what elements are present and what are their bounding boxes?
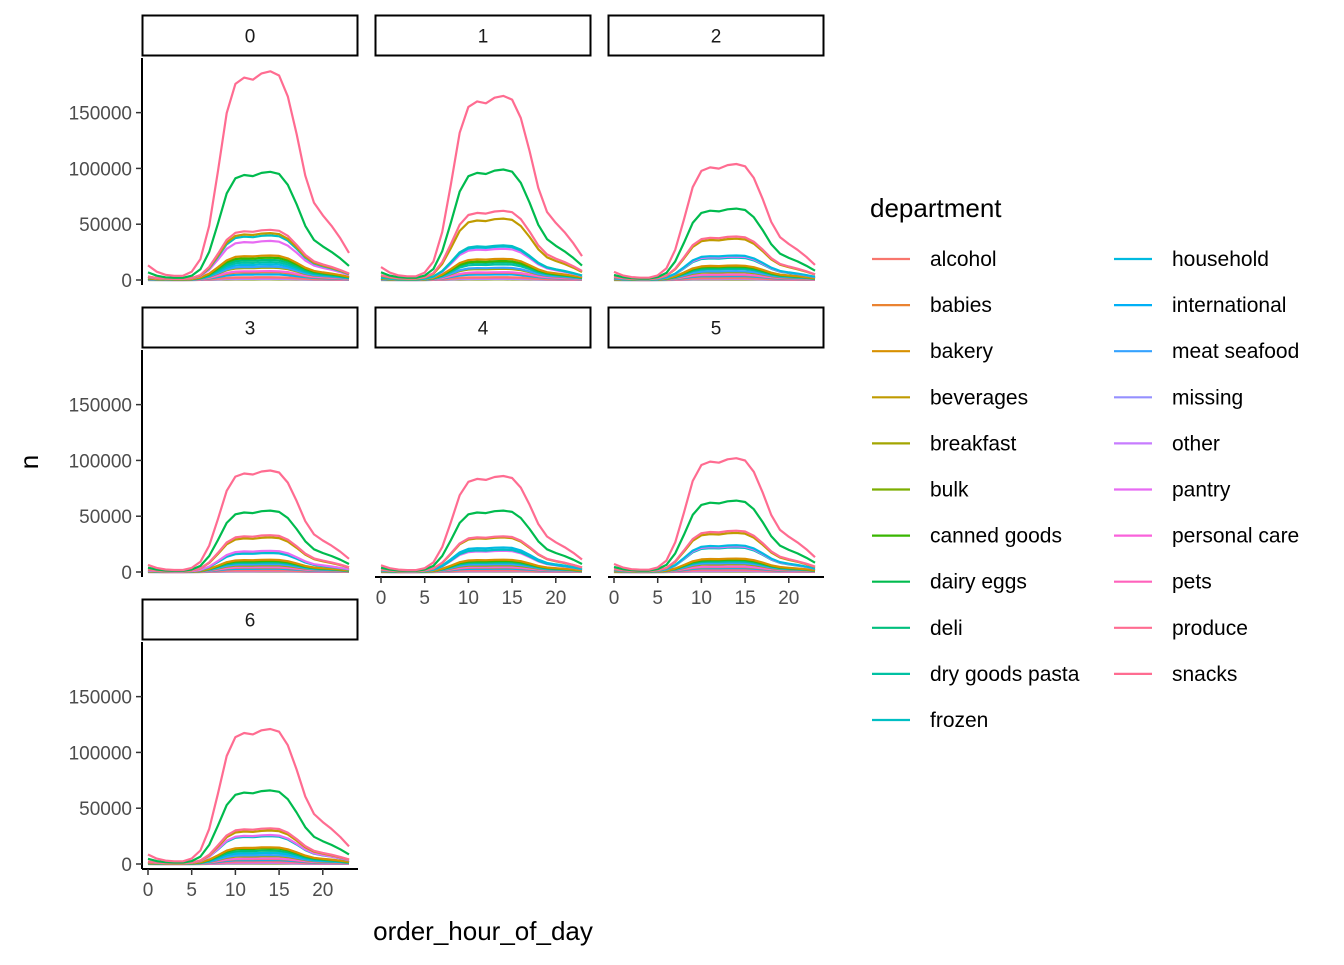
y-tick-label: 150000 — [69, 104, 132, 125]
x-tick-label: 20 — [778, 588, 799, 609]
legend-label: meat seafood — [1172, 340, 1299, 363]
x-tick-label: 20 — [312, 880, 333, 901]
legend-label: snacks — [1172, 663, 1237, 686]
legend-label: missing — [1172, 386, 1243, 409]
legend-label: dairy eggs — [930, 571, 1027, 594]
facet-strip-label: 6 — [245, 611, 256, 632]
y-tick-label: 50000 — [79, 799, 132, 820]
legend-label: canned goods — [930, 525, 1062, 548]
y-tick-label: 50000 — [79, 507, 132, 528]
series-line-produce — [614, 458, 815, 570]
x-tick-label: 5 — [652, 588, 663, 609]
x-tick-label: 10 — [691, 588, 712, 609]
x-tick-label: 15 — [269, 880, 290, 901]
facet-strip-label: 3 — [245, 319, 256, 340]
y-tick-label: 0 — [121, 563, 132, 584]
x-tick-label: 20 — [545, 588, 566, 609]
legend-label: other — [1172, 432, 1220, 455]
facet-strip-label: 5 — [711, 319, 722, 340]
facet-strip-label: 1 — [478, 27, 489, 48]
y-tick-label: 50000 — [79, 215, 132, 236]
legend-label: personal care — [1172, 525, 1299, 548]
legend-label: breakfast — [930, 432, 1017, 455]
facet-strip-label: 4 — [478, 319, 489, 340]
legend-title: department — [870, 193, 1002, 223]
y-tick-label: 150000 — [69, 396, 132, 417]
legend-label: frozen — [930, 709, 988, 732]
x-axis-title: order_hour_of_day — [373, 916, 593, 946]
x-tick-label: 10 — [225, 880, 246, 901]
x-tick-label: 5 — [419, 588, 430, 609]
series-line-produce — [148, 729, 349, 861]
y-tick-label: 100000 — [69, 451, 132, 472]
x-tick-label: 15 — [735, 588, 756, 609]
legend-label: produce — [1172, 617, 1248, 640]
facet-strip-label: 0 — [245, 27, 256, 48]
legend-label: household — [1172, 248, 1269, 271]
series-line-produce — [614, 164, 815, 278]
x-tick-label: 0 — [609, 588, 620, 609]
y-tick-label: 0 — [121, 271, 132, 292]
y-tick-label: 150000 — [69, 688, 132, 709]
y-tick-label: 100000 — [69, 159, 132, 180]
legend-label: babies — [930, 294, 992, 317]
y-tick-label: 0 — [121, 855, 132, 876]
x-tick-label: 5 — [186, 880, 197, 901]
x-tick-label: 0 — [143, 880, 154, 901]
facet-strip-label: 2 — [711, 27, 722, 48]
legend-label: deli — [930, 617, 963, 640]
y-tick-label: 100000 — [69, 743, 132, 764]
legend-label: pantry — [1172, 479, 1231, 502]
legend-label: beverages — [930, 386, 1028, 409]
legend-label: bakery — [930, 340, 994, 363]
x-tick-label: 0 — [376, 588, 387, 609]
legend-label: dry goods pasta — [930, 663, 1080, 686]
x-tick-label: 15 — [502, 588, 523, 609]
legend-label: bulk — [930, 479, 969, 502]
series-line-produce — [381, 476, 582, 570]
x-tick-label: 10 — [458, 588, 479, 609]
series-line-produce — [148, 471, 349, 571]
y-axis-title: n — [14, 455, 44, 469]
legend-label: alcohol — [930, 248, 997, 271]
series-line-produce — [148, 71, 349, 275]
legend-label: pets — [1172, 571, 1212, 594]
legend-label: international — [1172, 294, 1286, 317]
